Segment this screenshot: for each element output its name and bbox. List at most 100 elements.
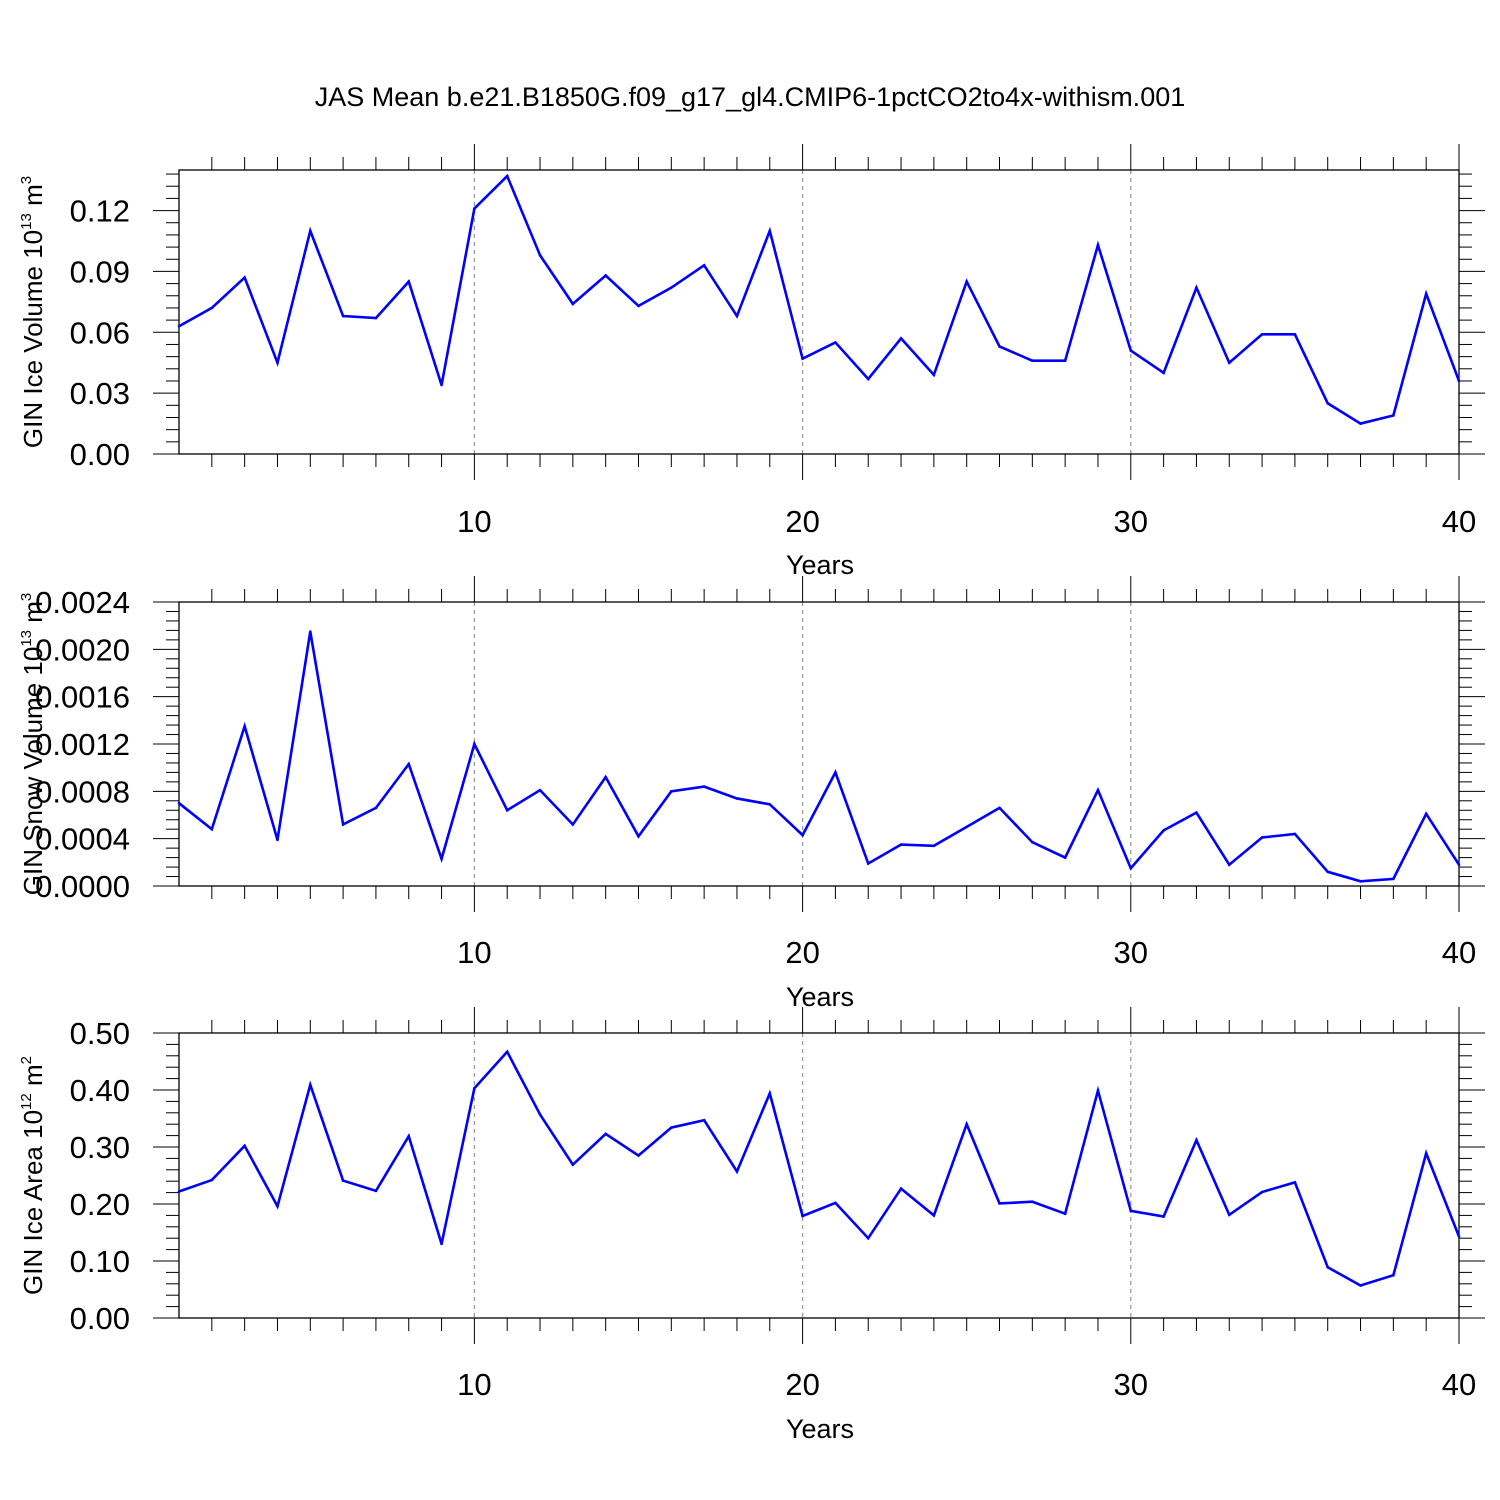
x-tick-label: 20 [785,504,819,539]
data-point [1096,1089,1100,1092]
data-point [473,207,476,210]
data-point [899,843,903,846]
data-point [1424,812,1428,816]
figure-title: JAS Mean b.e21.B1850G.f09_g17_gl4.CMIP6-… [315,82,1186,112]
data-point [1031,840,1034,844]
data-point [801,357,804,360]
data-point [965,280,968,283]
data-point [243,276,246,279]
data-point [571,1163,575,1166]
data-point [834,341,837,344]
data-point [210,306,214,310]
data-point [1293,1181,1297,1184]
data-point [1424,1151,1428,1155]
y-tick-label: 0.0016 [35,680,130,715]
data-point [276,361,279,365]
x-axis-label: Years [786,550,854,580]
chart-panel-1: 10 20 30 40 Years 0.00 0.03 0.06 0.09 0.12 GIN Ice… [18,144,1485,580]
data-series-line [178,173,1461,425]
x-tick-label: 10 [457,504,491,539]
data-point [637,835,640,838]
data-point [866,1236,870,1240]
data-point [866,377,870,381]
data-point [1457,1235,1461,1238]
data-series-line [178,631,1461,883]
data-point [932,844,936,848]
data-point [308,630,312,633]
data-point [276,1204,279,1208]
data-point [341,1179,345,1182]
data-point [1326,401,1330,405]
data-point [1063,1212,1067,1215]
plot-frame [178,601,1460,887]
data-point [637,304,640,308]
y-tick-label: 0.0024 [35,585,130,620]
y-tick-label: 0.03 [70,376,130,411]
x-axis-label: Years [786,982,854,1012]
data-point [407,1134,411,1138]
y-tick-label: 0.00 [70,1301,130,1336]
data-point [801,1214,804,1218]
data-point [308,229,312,233]
data-point [604,274,607,277]
data-point [1260,836,1264,839]
data-point [1359,422,1362,425]
data-point [505,174,509,178]
data-point [473,742,476,746]
data-point [702,785,706,788]
data-point [1457,863,1461,866]
y-tick-label: 0.12 [70,194,130,229]
data-point [1359,1284,1362,1287]
data-point [899,337,903,340]
y-axis-label: GIN Ice Area 1012 m2 [18,1056,48,1295]
data-point [1326,1265,1330,1269]
y-tick-label: 0.50 [70,1016,130,1051]
data-point [1293,333,1297,336]
y-tick-label: 0.0012 [35,727,130,762]
x-tick-label: 40 [1442,935,1476,970]
data-point [341,823,345,826]
data-point [473,1086,476,1090]
x-tick-label: 10 [457,935,491,970]
y-tick-label: 0.00 [70,437,130,472]
data-point [768,1092,772,1095]
x-axis-label: Years [786,1414,854,1444]
data-point [1392,414,1395,417]
data-point [1227,863,1231,866]
data-point [1162,1215,1165,1218]
data-point [1227,361,1231,365]
data-point [1195,1138,1198,1142]
y-tick-label: 0.06 [70,315,130,350]
x-tick-label: 30 [1114,504,1148,539]
data-point [1260,333,1264,336]
data-point [243,724,246,728]
data-point [440,857,443,861]
data-point [177,801,181,805]
x-tick-label: 30 [1114,1367,1148,1402]
y-axis-label: GIN Ice Volume 1013 m3 [18,176,48,448]
plot-frame [178,169,1460,455]
data-point [374,316,378,320]
data-point [1162,829,1165,832]
data-point [177,324,181,328]
data-point [735,797,739,800]
data-point [735,1170,739,1173]
x-tick-label: 20 [785,935,819,970]
data-point [1227,1213,1231,1217]
data-point [407,762,411,766]
data-point [505,808,509,812]
y-axis-label: GIN Snow Volume 1013 m3 [18,593,48,896]
data-point [1031,359,1034,362]
chart-panel-2: 10 20 30 40 Years 0.0000 0.0004 0.0008 0.0012 0.0… [18,576,1485,1012]
data-series-line [178,1049,1461,1287]
data-point [210,1178,214,1182]
data-point [1096,243,1100,247]
data-point [374,1189,378,1193]
data-point [702,264,706,267]
y-tick-label: 0.20 [70,1187,130,1222]
data-point [604,775,607,779]
data-point [341,314,345,318]
data-point [1359,879,1362,883]
